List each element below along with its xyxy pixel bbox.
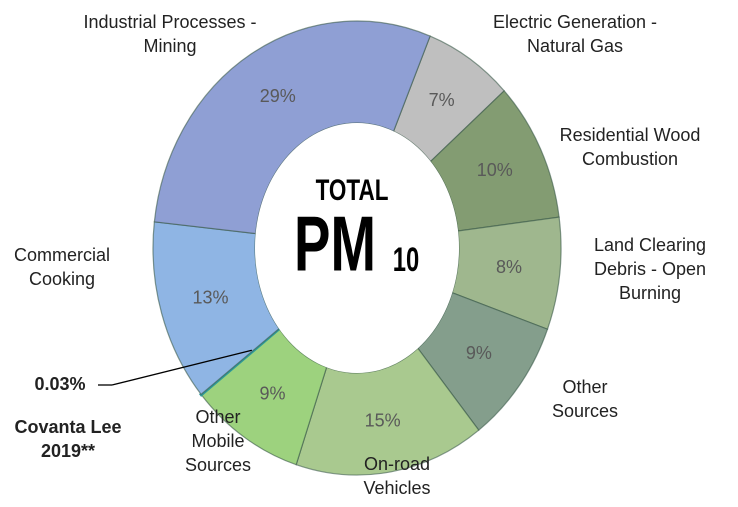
inner-hole <box>255 123 459 373</box>
category-label: Other Sources <box>552 377 618 421</box>
value-label: 8% <box>496 257 522 277</box>
category-label: Other Mobile Sources <box>185 407 251 475</box>
center-sub: 10 <box>393 241 419 279</box>
center-label: TOTAL PM 10 <box>294 173 419 288</box>
center-line1: TOTAL <box>316 173 389 207</box>
category-label: Commercial Cooking <box>14 245 110 289</box>
category-label: Electric Generation -Natural Gas <box>493 12 657 56</box>
category-label: Land Clearing Debris - Open Burning <box>594 235 706 303</box>
value-label: 7% <box>429 90 455 110</box>
center-main: PM <box>294 201 376 288</box>
value-label: 13% <box>192 288 228 308</box>
value-label: 15% <box>365 410 401 430</box>
category-label: Residential Wood Combustion <box>560 125 701 169</box>
value-label: 0.03% <box>34 374 85 394</box>
value-label: 9% <box>259 383 285 403</box>
category-label: Industrial Processes -Mining <box>83 12 256 56</box>
leader-line <box>111 349 252 386</box>
category-label: On-road Vehicles <box>363 454 430 498</box>
category-label: Covanta Lee 2019** <box>14 417 121 461</box>
value-label: 9% <box>466 343 492 363</box>
value-label: 29% <box>260 86 296 106</box>
value-label: 10% <box>477 160 513 180</box>
